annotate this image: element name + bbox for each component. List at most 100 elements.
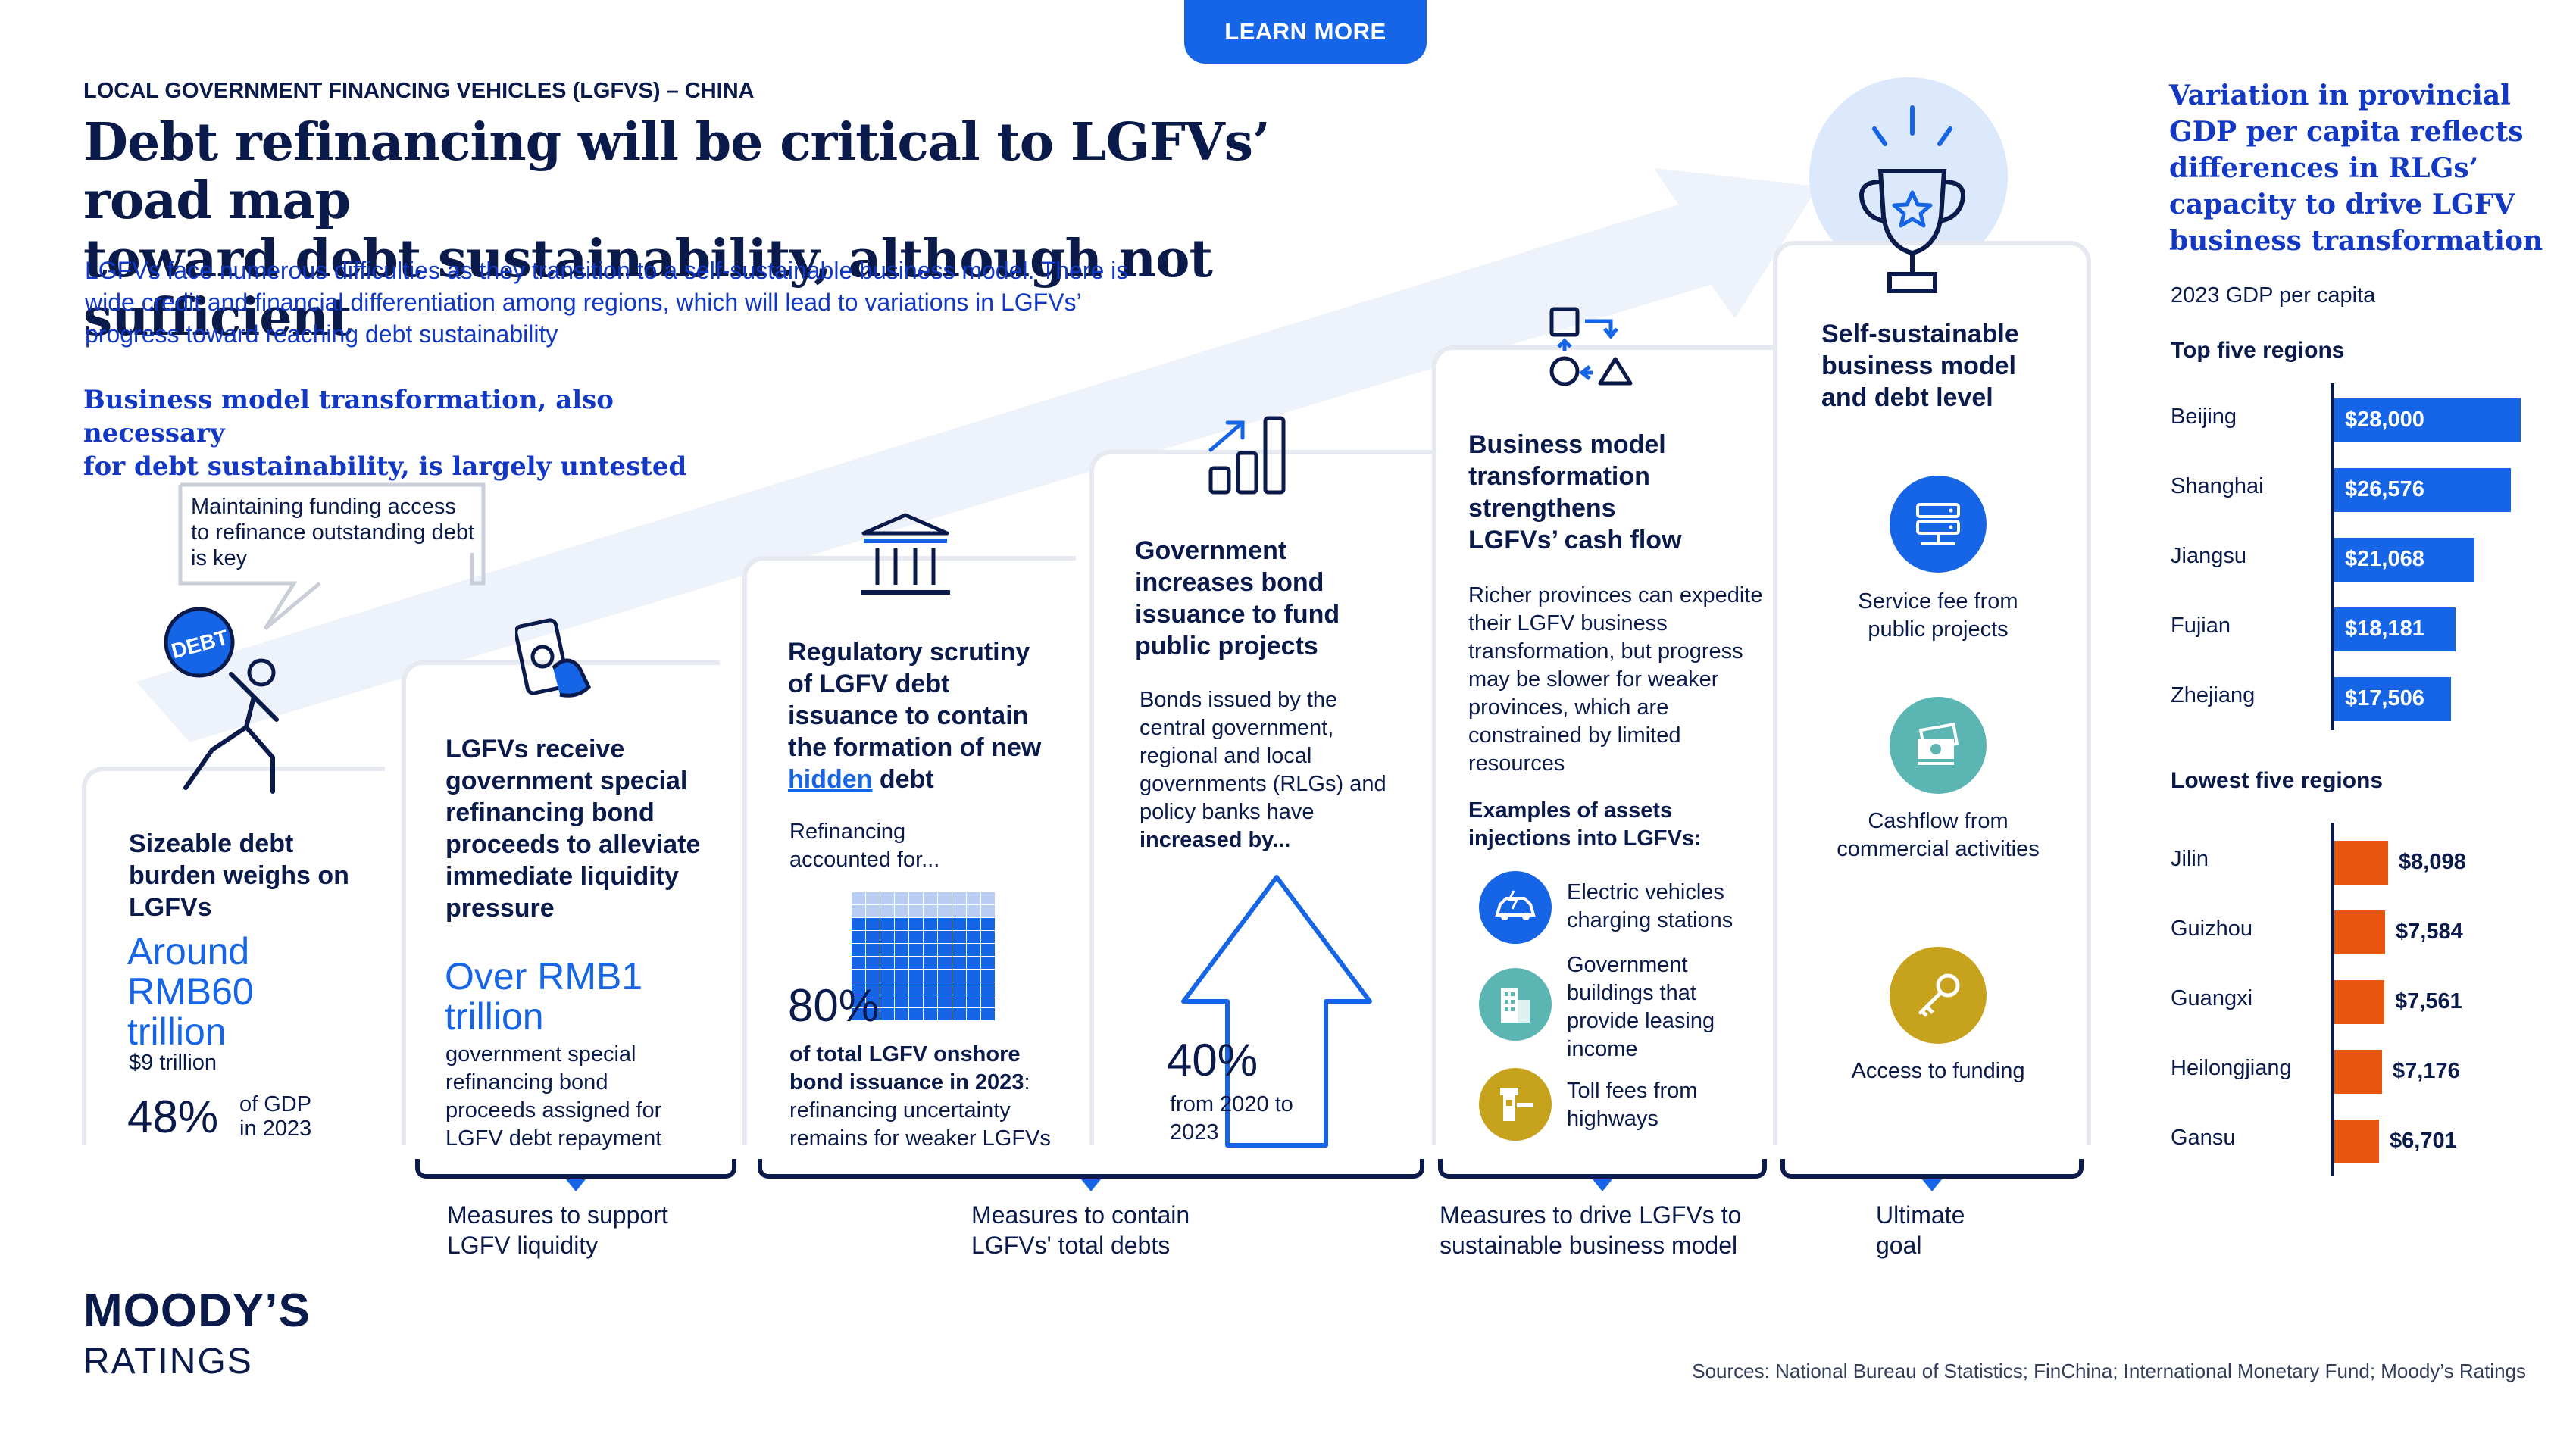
waffle-cell xyxy=(938,1008,952,1020)
waffle-cell xyxy=(967,944,980,956)
waffle-cell xyxy=(967,995,980,1007)
waffle-cell xyxy=(981,970,995,982)
step3-pct: 80% xyxy=(788,980,880,1031)
step1-box xyxy=(82,767,385,1145)
step4-lead: Bonds issued by the central government, … xyxy=(1140,688,1386,852)
moodys-logo: MOODY’S xyxy=(83,1285,311,1337)
top-regions-label: Top five regions xyxy=(2171,338,2345,363)
bracket-business-label: Measures to drive LGFVs to sustainable b… xyxy=(1440,1201,1742,1259)
axis-line-low xyxy=(2331,823,2334,1176)
step2-box xyxy=(402,660,720,1145)
waffle-cell xyxy=(852,931,865,943)
waffle-cell xyxy=(967,892,980,904)
bracket-business-marker xyxy=(1593,1179,1612,1191)
hidden-debt-link[interactable]: hidden xyxy=(788,765,873,794)
waffle-cell xyxy=(866,995,880,1007)
waffle-cell xyxy=(852,982,865,995)
waffle-cell xyxy=(909,1008,923,1020)
waffle-cell xyxy=(967,970,980,982)
waffle-cell xyxy=(866,944,880,956)
step6-title: Self-sustainable business model and debt… xyxy=(1821,320,2019,412)
asset-item-label: Government buildings that provide leasin… xyxy=(1567,953,1715,1061)
asset-item-label: Electric vehicles charging stations xyxy=(1567,880,1733,932)
step2-big-value: Over RMB1 trillion xyxy=(445,955,643,1038)
waffle-cell xyxy=(909,944,923,956)
waffle-cell xyxy=(952,982,966,995)
goal-item-label: Access to funding xyxy=(1851,1059,2025,1083)
waffle-cell xyxy=(909,982,923,995)
trophy-icon xyxy=(1859,105,1965,293)
category-label: Guangxi xyxy=(2171,986,2253,1010)
waffle-cell xyxy=(924,905,937,917)
category-label: Guizhou xyxy=(2171,917,2253,941)
step3-desc: of total LGFV onshore bond issuance in 2… xyxy=(789,1042,1051,1151)
waffle-cell xyxy=(909,918,923,930)
server-icon xyxy=(1890,476,1987,573)
waffle-cell xyxy=(924,918,937,930)
waffle-cell xyxy=(981,918,995,930)
step4-box xyxy=(1089,450,1438,1145)
bracket-goal xyxy=(1780,1159,2084,1179)
bar-value-label: $28,000 xyxy=(2345,408,2424,432)
waffle-cell xyxy=(981,905,995,917)
waffle-cell xyxy=(924,931,937,943)
waffle-cell xyxy=(924,995,937,1007)
waffle-cell xyxy=(866,1008,880,1020)
bubble-text: Maintaining funding access to refinance … xyxy=(191,495,475,570)
waffle-cell xyxy=(981,1008,995,1020)
axis-line-top xyxy=(2331,383,2334,730)
ratings-logo-text: RATINGS xyxy=(83,1341,253,1382)
transformation-icon xyxy=(1549,307,1633,386)
learn-more-button[interactable]: LEARN MORE xyxy=(1184,0,1427,64)
waffle-cell xyxy=(880,970,894,982)
person-carrying-debt-icon: DEBT xyxy=(164,607,279,794)
bracket-goal-label: Ultimate goal xyxy=(1876,1201,1965,1259)
waffle-cell xyxy=(852,957,865,969)
waffle-cell xyxy=(938,905,952,917)
sources-note: Sources: National Bureau of Statistics; … xyxy=(1692,1360,2526,1382)
cash-stack-icon xyxy=(1890,697,1987,794)
government-building-icon xyxy=(861,513,950,595)
bar-value-label: $7,561 xyxy=(2395,989,2462,1013)
waffle-cell xyxy=(880,931,894,943)
step3-box xyxy=(742,556,1076,1145)
waffle-cell xyxy=(909,970,923,982)
step5-title: Business model transformation strengthen… xyxy=(1468,430,1682,554)
step1-sub-value: $9 trillion xyxy=(129,1051,217,1075)
growth-chart-icon xyxy=(1208,416,1286,495)
waffle-cell xyxy=(880,982,894,995)
category-label: Shanghai xyxy=(2171,474,2264,498)
step4-title: Government increases bond issuance to fu… xyxy=(1135,536,1340,660)
waffle-cell xyxy=(866,892,880,904)
step3-lead: Refinancing accounted for... xyxy=(789,820,940,872)
bar xyxy=(2334,468,2511,512)
bar xyxy=(2334,607,2456,651)
bar-value-label: $17,506 xyxy=(2345,686,2424,710)
waffle-cell xyxy=(952,957,966,969)
step3-title: Regulatory scrutiny of LGFV debt issuanc… xyxy=(788,638,1042,794)
bar xyxy=(2334,841,2388,885)
step1-pct-label: of GDP in 2023 xyxy=(239,1092,312,1141)
waffle-cell xyxy=(880,918,894,930)
waffle-cell xyxy=(852,970,865,982)
waffle-cell xyxy=(895,931,908,943)
waffle-cell xyxy=(938,970,952,982)
waffle-cell xyxy=(880,957,894,969)
bracket-goal-marker xyxy=(1922,1179,1942,1191)
bar xyxy=(2334,1050,2382,1094)
waffle-cell xyxy=(852,918,865,930)
waffle-cell xyxy=(866,905,880,917)
waffle-cell xyxy=(924,1008,937,1020)
bracket-business xyxy=(1438,1159,1767,1179)
waffle-cell xyxy=(880,905,894,917)
waffle-cell xyxy=(866,918,880,930)
intro-text: LGFVs face numerous difficulties as they… xyxy=(85,257,1129,348)
waffle-cell xyxy=(938,957,952,969)
waffle-cell xyxy=(895,957,908,969)
waffle-cell xyxy=(852,1008,865,1020)
step4-pct: 40% xyxy=(1167,1035,1258,1085)
waffle-cell xyxy=(924,892,937,904)
waffle-cell xyxy=(938,931,952,943)
bracket-contain xyxy=(758,1159,1424,1179)
waffle-cell xyxy=(909,931,923,943)
